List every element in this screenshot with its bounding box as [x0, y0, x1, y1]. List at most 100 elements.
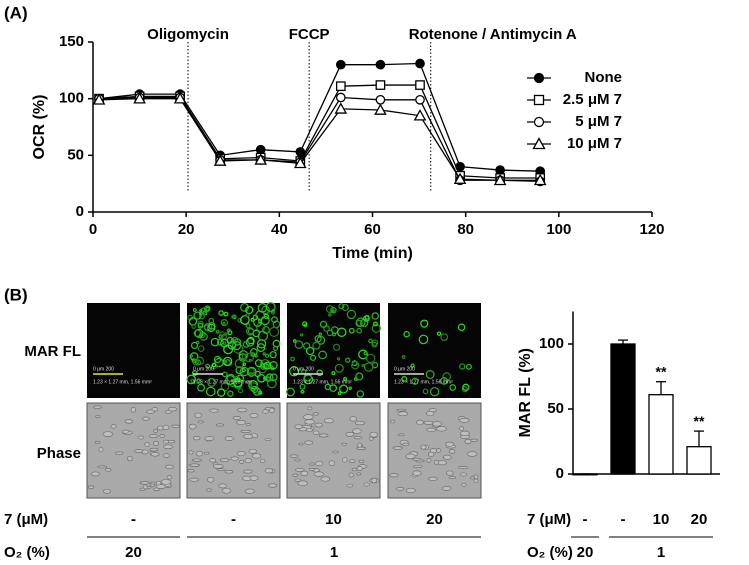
cell: [396, 486, 405, 491]
cell: [460, 430, 470, 437]
cell-signal: [247, 328, 255, 335]
cell-signal: [461, 386, 468, 393]
injection-label: FCCP: [289, 26, 330, 43]
injection-label: Oligomycin: [147, 26, 229, 43]
cell-signal: [197, 322, 204, 329]
cell: [459, 417, 470, 423]
cell: [162, 439, 169, 444]
cell-signal: [348, 386, 352, 390]
cell: [390, 419, 396, 424]
cell: [443, 454, 452, 460]
cell: [412, 470, 422, 476]
cell-signal: [266, 378, 277, 389]
cell-signal: [190, 341, 199, 350]
cell: [87, 485, 95, 489]
cell: [328, 460, 335, 466]
series-line: [98, 62, 541, 172]
marker: [335, 59, 346, 70]
cell: [346, 483, 354, 488]
cell: [461, 483, 467, 487]
cell-signal: [220, 382, 230, 392]
cell: [341, 442, 348, 446]
marker: [453, 172, 467, 184]
cell-signal: [316, 369, 323, 377]
x-tick-label: 100: [546, 221, 571, 238]
cell-signal: [303, 342, 311, 350]
x-tick-label: 20: [178, 221, 195, 238]
column-label: -: [131, 511, 136, 528]
x-tick-label: 60: [364, 221, 381, 238]
cell-signal: [339, 384, 349, 394]
cell: [102, 431, 114, 437]
cell: [150, 483, 155, 487]
cell: [312, 412, 319, 416]
group-label: 1: [657, 544, 665, 561]
cell-signal: [216, 338, 224, 346]
cell: [224, 470, 234, 474]
cell: [303, 414, 314, 420]
legend-label: None: [585, 69, 623, 86]
cell: [134, 449, 144, 453]
cell-signal: [318, 332, 323, 336]
cell-signal: [256, 343, 266, 352]
cell: [150, 451, 160, 457]
cell-signal: [312, 341, 321, 350]
cell-signal: [196, 378, 202, 384]
cell: [243, 469, 253, 474]
cell: [442, 486, 452, 491]
marker: [255, 144, 266, 155]
cell-signal: [237, 318, 243, 323]
cell-signal: [248, 372, 254, 378]
cell-signal: [309, 354, 317, 361]
cell: [470, 438, 479, 442]
cell-signal: [205, 363, 211, 369]
cell-signal: [459, 363, 466, 370]
marker: [533, 72, 545, 84]
cell-signal: [191, 370, 198, 376]
cell-signal: [422, 388, 429, 395]
cell-signal: [401, 355, 406, 359]
cell-signal: [242, 362, 246, 367]
cell: [445, 441, 455, 447]
cell-signal: [231, 315, 235, 319]
cell: [294, 458, 301, 462]
cell: [398, 433, 405, 437]
cell: [436, 426, 447, 432]
image-caption: 1.23 × 1.27 mm, 1.56 mm²: [93, 379, 152, 385]
cell: [151, 407, 159, 412]
marker: [415, 58, 425, 69]
cell: [221, 488, 232, 494]
cell-signal: [356, 317, 366, 327]
column-label: -: [231, 511, 236, 528]
cell: [464, 438, 472, 444]
cell-signal: [418, 334, 429, 345]
marker: [533, 116, 545, 128]
marker: [415, 94, 425, 105]
bar: [572, 473, 598, 476]
cell: [204, 436, 215, 441]
cell-signal: [358, 349, 368, 360]
cell-signal: [205, 386, 216, 397]
cell: [95, 415, 101, 418]
fluorescence-image: [87, 303, 180, 398]
marker: [413, 109, 427, 121]
cell: [437, 460, 447, 466]
cell: [122, 429, 129, 434]
cell: [314, 422, 323, 428]
marker: [133, 92, 146, 104]
cell: [213, 464, 224, 469]
cell: [315, 461, 324, 467]
cell-signal: [305, 346, 315, 356]
cell-signal: [210, 337, 220, 347]
cell-signal: [420, 319, 429, 328]
fluorescence-image: [388, 303, 481, 398]
cell: [244, 488, 255, 494]
cell: [423, 420, 434, 425]
cell-signal: [429, 386, 440, 397]
cell-signal: [231, 314, 237, 320]
cell-signal: [286, 387, 295, 397]
cell: [470, 476, 475, 480]
row-label: 7 (μM): [4, 511, 48, 528]
cell-signal: [363, 351, 368, 356]
cell-signal: [343, 377, 348, 381]
